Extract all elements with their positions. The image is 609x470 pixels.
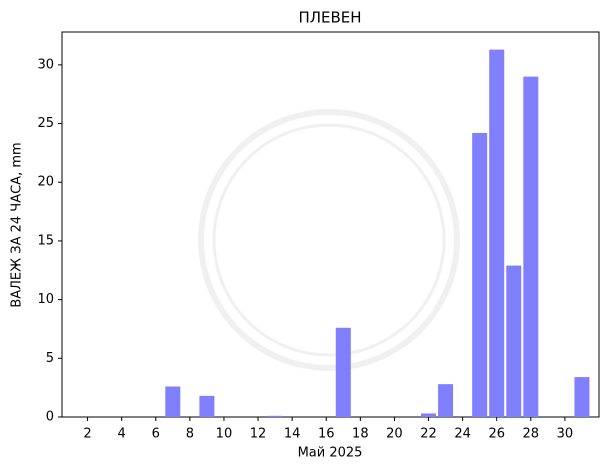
bar xyxy=(506,265,522,417)
bar xyxy=(421,413,437,417)
chart-title: ПЛЕВЕН xyxy=(298,9,361,27)
y-tick-label: 5 xyxy=(46,351,54,366)
x-tick-label: 30 xyxy=(557,427,574,442)
bar xyxy=(438,384,454,417)
y-tick-label: 30 xyxy=(37,57,54,72)
y-tick-label: 0 xyxy=(46,410,54,425)
y-axis-label: ВАЛЕЖ ЗА 24 ЧАСА, mm xyxy=(10,142,25,307)
x-tick-label: 2 xyxy=(83,427,91,442)
bar xyxy=(472,132,488,417)
bar xyxy=(574,377,590,417)
watermark xyxy=(198,109,460,371)
y-tick-label: 10 xyxy=(37,292,54,307)
x-tick-label: 24 xyxy=(454,427,471,442)
bar xyxy=(199,395,215,417)
x-tick-label: 26 xyxy=(488,427,505,442)
plot-frame xyxy=(61,31,600,418)
bar xyxy=(165,386,181,417)
x-tick-label: 10 xyxy=(216,427,233,442)
x-tick-label: 22 xyxy=(420,427,437,442)
x-tick-label: 28 xyxy=(523,427,540,442)
y-tick-label: 20 xyxy=(37,175,54,190)
bar xyxy=(267,415,283,417)
y-tick-label: 15 xyxy=(37,233,54,248)
x-tick-label: 20 xyxy=(386,427,403,442)
x-tick-label: 12 xyxy=(250,427,267,442)
x-tick-label: 4 xyxy=(118,427,126,442)
bar xyxy=(489,49,505,417)
x-tick-label: 6 xyxy=(152,427,160,442)
x-axis-label: Май 2025 xyxy=(298,446,363,461)
y-tick-label: 25 xyxy=(37,116,54,131)
x-tick-label: 14 xyxy=(284,427,301,442)
x-tick-label: 8 xyxy=(186,427,194,442)
x-tick-label: 18 xyxy=(352,427,369,442)
bar xyxy=(335,327,351,417)
bar xyxy=(523,76,539,417)
x-tick-label: 16 xyxy=(318,427,335,442)
